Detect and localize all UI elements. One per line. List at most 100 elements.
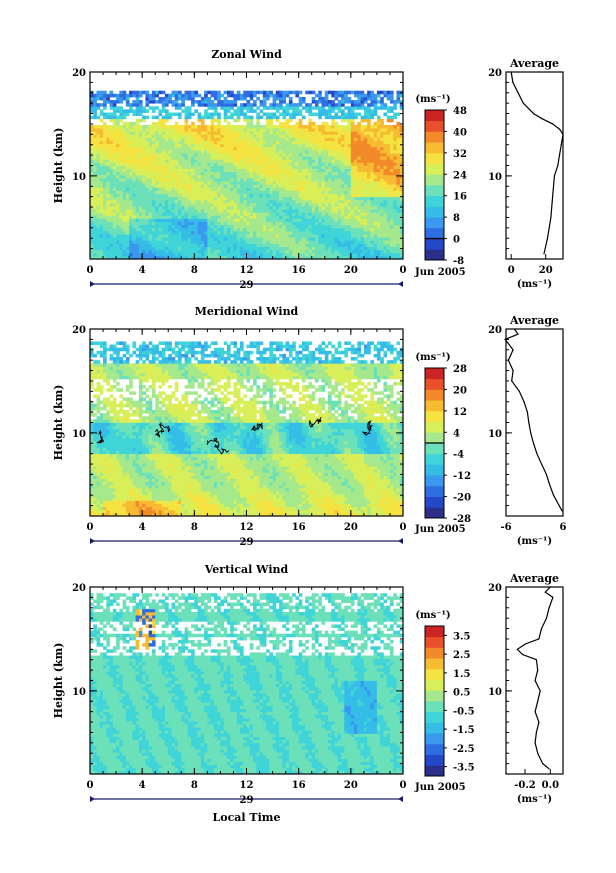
heatmap-cell xyxy=(298,118,303,123)
heatmap-cell xyxy=(223,255,228,260)
heatmap-cell xyxy=(396,153,401,157)
heatmap-cell xyxy=(262,243,267,247)
heatmap-cell xyxy=(269,237,273,241)
heatmap-cell xyxy=(239,224,244,229)
heatmap-cell xyxy=(354,134,358,138)
heatmap-cell xyxy=(135,137,140,141)
heatmap-cell xyxy=(93,255,97,260)
heatmap-cell xyxy=(344,165,348,170)
heatmap-cell xyxy=(200,246,205,251)
heatmap-cell xyxy=(253,218,257,222)
heatmap-cell xyxy=(272,93,277,98)
heatmap-cell xyxy=(262,237,267,241)
heatmap-cell xyxy=(230,230,234,235)
heatmap-cell xyxy=(370,224,375,229)
heatmap-cell xyxy=(288,196,293,201)
heatmap-cell xyxy=(308,137,313,141)
heatmap-cell xyxy=(90,162,94,166)
heatmap-cell xyxy=(246,252,251,257)
heatmap-cell xyxy=(399,249,404,254)
heatmap-cell xyxy=(93,187,97,191)
heatmap-cell xyxy=(164,146,169,151)
heatmap-cell xyxy=(164,209,169,213)
heatmap-cell xyxy=(393,153,397,157)
heatmap-cell xyxy=(151,187,156,191)
heatmap-cell xyxy=(125,128,130,132)
heatmap-cell xyxy=(389,240,394,244)
heatmap-cell xyxy=(383,153,388,157)
heatmap-cell xyxy=(360,149,365,154)
heatmap-cell xyxy=(151,193,156,198)
heatmap-cell xyxy=(347,171,352,176)
heatmap-cell xyxy=(314,162,319,166)
heatmap-cell xyxy=(191,209,195,213)
heatmap-cell xyxy=(288,234,293,238)
heatmap-cell xyxy=(106,249,110,254)
heatmap-cell xyxy=(341,156,345,160)
heatmap-cell xyxy=(210,255,215,260)
heatmap-cell xyxy=(354,237,358,241)
heatmap-cell xyxy=(106,143,110,148)
heatmap-cell xyxy=(298,187,303,191)
heatmap-cell xyxy=(393,131,397,135)
heatmap-cell xyxy=(386,240,391,244)
heatmap-cell xyxy=(129,171,133,176)
heatmap-cell xyxy=(239,124,244,129)
heatmap-cell xyxy=(96,137,101,141)
heatmap-cell xyxy=(204,124,208,129)
heatmap-cell xyxy=(292,143,296,148)
heatmap-cell xyxy=(386,212,391,216)
heatmap-cell xyxy=(148,181,153,185)
heatmap-cell xyxy=(178,252,182,257)
heatmap-cell xyxy=(295,255,300,260)
heatmap-cell xyxy=(256,96,260,101)
heatmap-cell xyxy=(155,177,159,182)
heatmap-cell xyxy=(373,177,378,182)
heatmap-cell xyxy=(243,162,247,166)
heatmap-cell xyxy=(275,255,280,260)
heatmap-cell xyxy=(259,124,264,129)
heatmap-cell xyxy=(396,246,401,251)
heatmap-cell xyxy=(350,249,355,254)
heatmap-cell xyxy=(396,165,401,170)
heatmap-cell xyxy=(174,168,179,173)
heatmap-cell xyxy=(243,134,247,138)
heatmap-cell xyxy=(138,187,143,191)
heatmap-cell xyxy=(122,209,127,213)
heatmap-cell xyxy=(236,196,241,201)
heatmap-cell xyxy=(249,103,254,107)
heatmap-cell xyxy=(239,156,244,160)
heatmap-cell xyxy=(256,131,260,135)
heatmap-cell xyxy=(256,206,260,210)
profile-point xyxy=(558,154,561,156)
heatmap-cell xyxy=(226,215,231,219)
heatmap-cell xyxy=(344,221,348,226)
heatmap-cell xyxy=(308,255,313,260)
heatmap-cell xyxy=(341,162,345,166)
heatmap-cell xyxy=(380,209,384,213)
heatmap-cell xyxy=(119,174,123,179)
heatmap-cell xyxy=(246,215,251,219)
heatmap-cell xyxy=(112,115,117,120)
heatmap-cell xyxy=(350,252,355,257)
heatmap-cell xyxy=(184,234,189,238)
heatmap-cell xyxy=(99,109,104,113)
heatmap-cell xyxy=(142,156,146,160)
heatmap-cell xyxy=(99,227,104,232)
heatmap-cell xyxy=(109,100,114,104)
heatmap-cell xyxy=(204,93,208,98)
heatmap-cell xyxy=(191,153,195,157)
heatmap-cell xyxy=(282,199,287,204)
heatmap-cell xyxy=(275,109,280,113)
heatmap-cell xyxy=(148,221,153,226)
heatmap-cell xyxy=(187,230,192,235)
heatmap-cell xyxy=(337,237,342,241)
heatmap-cell xyxy=(220,103,225,107)
heatmap-cell xyxy=(148,177,153,182)
heatmap-cell xyxy=(194,209,198,213)
heatmap-cell xyxy=(279,196,283,201)
heatmap-cell xyxy=(122,153,127,157)
heatmap-cell xyxy=(236,118,241,123)
heatmap-cell xyxy=(226,218,231,222)
heatmap-cell xyxy=(210,181,215,185)
